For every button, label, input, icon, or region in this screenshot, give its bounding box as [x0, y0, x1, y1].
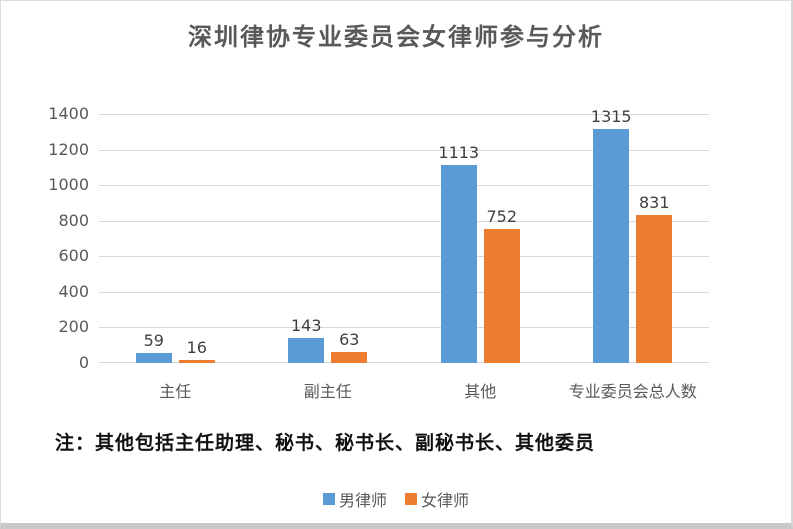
bar-group-主任: 59 16 — [99, 114, 252, 363]
bar-女律师-主任: 16 — [178, 339, 215, 363]
value-label-女律师-专业委员会总人数: 831 — [638, 193, 670, 212]
gridline-1400 — [99, 114, 709, 115]
bar-group-副主任: 143 63 — [252, 114, 405, 363]
x-category-label-其他: 其他 — [464, 382, 497, 401]
y-tick-label-1000: 1000 — [48, 175, 89, 195]
bar-男律师-副主任: 143 — [288, 317, 325, 363]
bar-女律师-专业委员会总人数: 831 — [636, 194, 673, 363]
y-tick-label-800: 800 — [58, 210, 89, 230]
value-label-男律师-其他: 1113 — [438, 143, 480, 162]
bar-女律师-其他: 752 — [483, 208, 520, 363]
value-label-女律师-其他: 752 — [486, 207, 518, 226]
y-axis-tick-labels: 0 200 400 600 800 1000 1200 1400 — [29, 106, 89, 371]
y-tick-label-400: 400 — [58, 281, 89, 301]
gridline-400 — [99, 291, 709, 293]
legend-item-男律师: 男律师 — [322, 487, 387, 511]
gridline-1000 — [99, 185, 709, 187]
x-category-label-专业委员会总人数: 专业委员会总人数 — [568, 382, 697, 401]
bar-男律师-主任: 59 — [135, 332, 172, 363]
bar-男律师-专业委员会总人数: 1315 — [591, 108, 632, 363]
chart-title: 深圳律协专业委员会女律师参与分析 — [188, 22, 604, 51]
value-label-男律师-副主任: 143 — [290, 316, 322, 335]
y-tick-label-200: 200 — [58, 317, 89, 337]
gridline-0 — [99, 362, 709, 363]
value-label-女律师-副主任: 63 — [339, 330, 360, 349]
value-label-男律师-主任: 59 — [143, 331, 164, 350]
plot-area: 59 16 143 63 1113 752 1315 831 — [99, 108, 710, 363]
value-label-女律师-主任: 16 — [186, 338, 207, 357]
bar-男律师-其他: 1113 — [438, 144, 479, 363]
bar-group-专业委员会总人数: 1315 831 — [557, 108, 710, 363]
value-label-男律师-专业委员会总人数: 1315 — [590, 107, 632, 126]
x-category-label-副主任: 副主任 — [303, 382, 352, 401]
legend: 男律师 女律师 — [1, 487, 791, 511]
x-axis-category-labels: 主任 副主任 其他 专业委员会总人数 — [99, 378, 709, 401]
legend-swatch-icon — [322, 493, 335, 505]
legend-swatch-icon — [405, 493, 417, 505]
bar-女律师-副主任: 63 — [331, 331, 368, 363]
y-tick-label-0: 0 — [78, 353, 89, 372]
gridline-800 — [99, 220, 709, 222]
y-tick-label-1400: 1400 — [48, 104, 89, 123]
gridline-600 — [99, 256, 709, 258]
x-category-label-主任: 主任 — [159, 382, 192, 401]
y-tick-label-1200: 1200 — [48, 139, 89, 159]
bar-group-其他: 1113 752 — [404, 114, 557, 363]
gridline-200 — [99, 327, 709, 329]
legend-label: 女律师 — [421, 491, 470, 510]
legend-item-女律师: 女律师 — [405, 487, 469, 511]
gridline-1200 — [99, 149, 709, 151]
legend-label: 男律师 — [338, 491, 387, 510]
note-text: 注：其他包括主任助理、秘书、秘书长、副秘书长、其他委员 — [55, 432, 596, 454]
y-tick-label-600: 600 — [58, 246, 89, 266]
